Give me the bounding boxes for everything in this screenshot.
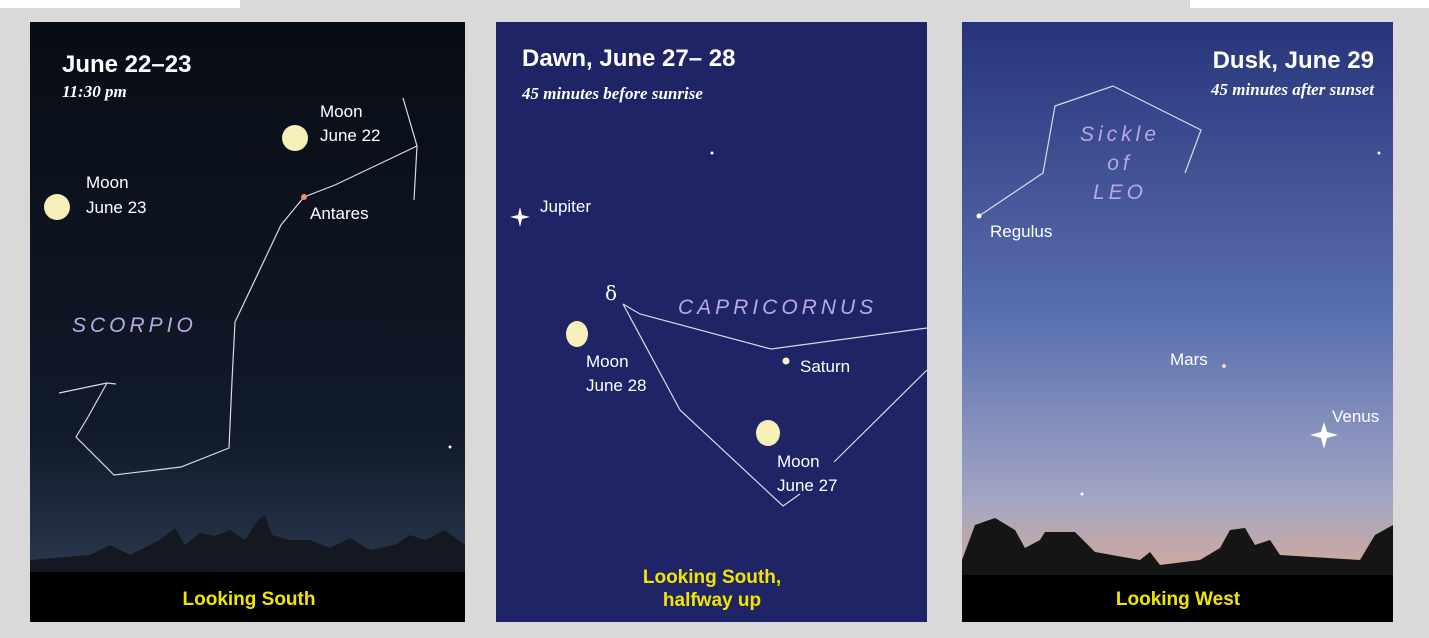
label: Antares [310, 204, 369, 223]
subtitle: 45 minutes before sunrise [521, 84, 703, 103]
planet [783, 358, 790, 365]
title: Dawn, June 27– 28 [522, 45, 735, 72]
moon [566, 321, 588, 347]
label: June 27 [777, 476, 838, 495]
direction: Looking South [183, 589, 316, 610]
panel: Dusk, June 29 45 minutes after sunset Re… [962, 22, 1393, 622]
star [301, 194, 307, 200]
moon [756, 420, 780, 446]
label: June 22 [320, 126, 381, 145]
sky [962, 22, 1393, 622]
page: June 22–23 11:30 pm Moon June 22 Moon Ju… [0, 0, 1429, 638]
subtitle: 11:30 pm [62, 82, 127, 101]
label: June 23 [86, 198, 147, 217]
label: Regulus [990, 222, 1052, 241]
illustration: June 22–23 11:30 pm Moon June 22 Moon Ju… [0, 0, 1429, 638]
label: Moon [777, 452, 820, 471]
corner [0, 0, 240, 8]
panel: June 22–23 11:30 pm Moon June 22 Moon Ju… [30, 22, 465, 622]
star [449, 446, 452, 449]
direction: halfway up [663, 590, 761, 611]
constellation-name: Sickle [1080, 123, 1160, 146]
label: Jupiter [540, 197, 591, 216]
moon [44, 194, 70, 220]
label: Venus [1332, 407, 1379, 426]
constellation-name: CAPRICORNUS [678, 296, 877, 319]
direction: Looking West [1116, 589, 1241, 610]
constellation-name: SCORPIO [72, 314, 197, 337]
planet [1222, 364, 1226, 368]
sky [496, 22, 927, 622]
moon [282, 125, 308, 151]
label: Moon [320, 102, 363, 121]
star [1081, 493, 1084, 496]
corner [1190, 0, 1429, 8]
label: Moon [586, 352, 629, 371]
label: Mars [1170, 350, 1208, 369]
label: June 28 [586, 376, 647, 395]
star [1378, 152, 1381, 155]
title: June 22–23 [62, 51, 191, 78]
star [977, 214, 982, 219]
direction: Looking South, [643, 567, 781, 588]
star [711, 152, 714, 155]
panel: Dawn, June 27– 28 45 minutes before sunr… [496, 22, 927, 622]
title: Dusk, June 29 [1213, 47, 1374, 74]
label: Moon [86, 173, 129, 192]
label: δ [605, 281, 617, 305]
label: Saturn [800, 357, 850, 376]
constellation-name: LEO [1093, 181, 1147, 204]
subtitle: 45 minutes after sunset [1210, 80, 1375, 99]
constellation-name: of [1107, 152, 1133, 175]
